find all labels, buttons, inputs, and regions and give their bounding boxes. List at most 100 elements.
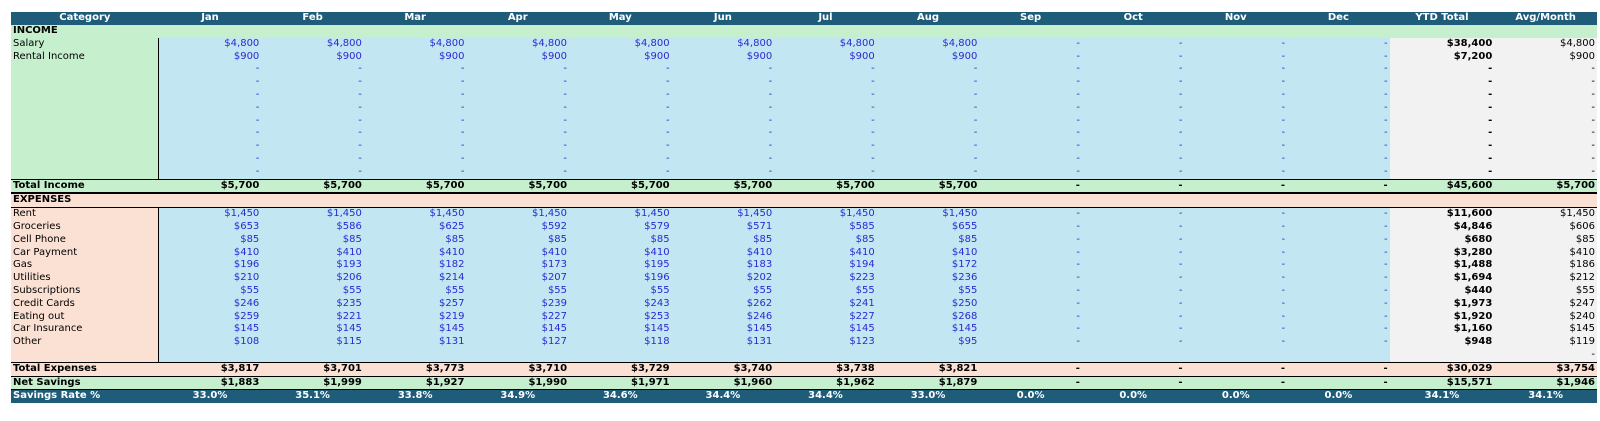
row-label-cell[interactable] (11, 152, 160, 166)
avg-cell[interactable]: - (1494, 101, 1597, 115)
avg-cell[interactable]: $145 (1494, 323, 1597, 337)
row-label-cell[interactable]: Other (11, 336, 160, 349)
column-header[interactable]: Sep (979, 12, 1082, 25)
month-cell[interactable]: - (158, 114, 262, 128)
ytd-cell[interactable]: - (1389, 152, 1495, 166)
month-cell[interactable]: - (774, 63, 877, 77)
month-cell[interactable]: $1,450 (466, 207, 570, 221)
month-cell[interactable]: - (1184, 233, 1288, 247)
month-cell[interactable]: - (1081, 37, 1185, 51)
month-cell[interactable]: 0.0% (1081, 389, 1185, 404)
month-cell[interactable]: - (671, 152, 775, 166)
month-cell[interactable]: - (158, 127, 262, 141)
month-cell[interactable]: $1,450 (261, 207, 364, 221)
avg-cell[interactable]: $119 (1494, 336, 1597, 349)
month-cell[interactable]: $410 (158, 246, 262, 260)
month-cell[interactable]: $202 (671, 272, 775, 285)
month-cell[interactable]: - (979, 50, 1082, 64)
month-cell[interactable]: $253 (569, 310, 672, 324)
month-cell[interactable]: 35.1% (261, 389, 364, 404)
month-cell[interactable]: - (1287, 336, 1390, 349)
avg-cell[interactable]: $85 (1494, 233, 1597, 247)
month-cell[interactable]: - (261, 165, 364, 180)
month-cell[interactable]: $655 (876, 220, 980, 234)
month-cell[interactable]: $900 (363, 50, 467, 64)
month-cell[interactable]: $55 (363, 284, 467, 298)
row-label-cell[interactable]: Car Insurance (11, 323, 160, 337)
month-cell[interactable]: - (466, 165, 570, 180)
row-label-cell[interactable]: Groceries (11, 220, 160, 234)
month-cell[interactable]: - (1081, 375, 1185, 391)
month-cell[interactable]: - (979, 323, 1082, 337)
month-cell[interactable]: - (1081, 50, 1185, 64)
ytd-cell[interactable]: - (1389, 101, 1495, 115)
avg-cell[interactable]: $5,700 (1494, 178, 1597, 195)
avg-cell[interactable]: $606 (1494, 220, 1597, 234)
month-cell[interactable]: $55 (774, 284, 877, 298)
month-cell[interactable]: $4,800 (363, 37, 467, 51)
month-cell[interactable]: - (774, 88, 877, 102)
month-cell[interactable]: - (876, 165, 980, 180)
month-cell[interactable]: - (1184, 336, 1288, 349)
month-cell[interactable] (363, 348, 467, 363)
month-cell[interactable]: - (1287, 50, 1390, 64)
row-label-cell[interactable]: Net Savings (11, 375, 159, 391)
month-cell[interactable]: $4,800 (876, 37, 980, 51)
month-cell[interactable]: $115 (261, 336, 364, 349)
month-cell[interactable]: $55 (671, 284, 775, 298)
row-label-cell[interactable]: Utilities (11, 272, 160, 285)
column-header[interactable]: Avg/Month (1494, 12, 1597, 25)
row-label-cell[interactable]: Credit Cards (11, 297, 160, 311)
row-label-cell[interactable]: Subscriptions (11, 284, 160, 298)
month-cell[interactable]: $900 (158, 50, 262, 64)
ytd-cell[interactable]: $1,920 (1389, 310, 1495, 324)
month-cell[interactable]: $5,700 (158, 178, 262, 195)
month-cell[interactable]: $571 (671, 220, 775, 234)
row-label-cell[interactable]: Car Payment (11, 246, 160, 260)
month-cell[interactable]: - (671, 165, 775, 180)
month-cell[interactable]: - (979, 375, 1082, 391)
month-cell[interactable]: - (1184, 152, 1288, 166)
month-cell[interactable]: $235 (261, 297, 364, 311)
month-cell[interactable]: - (1184, 114, 1288, 128)
month-cell[interactable]: $1,962 (774, 375, 877, 391)
month-cell[interactable]: $196 (569, 272, 672, 285)
month-cell[interactable]: - (1081, 336, 1185, 349)
month-cell[interactable]: - (466, 127, 570, 141)
month-cell[interactable]: $239 (466, 297, 570, 311)
month-cell[interactable]: - (979, 233, 1082, 247)
month-cell[interactable]: - (1081, 284, 1185, 298)
ytd-cell[interactable]: $948 (1389, 336, 1495, 349)
row-label-cell[interactable] (11, 101, 160, 115)
month-cell[interactable]: $4,800 (671, 37, 775, 51)
month-cell[interactable]: $259 (158, 310, 262, 324)
month-cell[interactable]: - (876, 63, 980, 77)
row-label-cell[interactable] (11, 63, 160, 77)
month-cell[interactable]: $210 (158, 272, 262, 285)
column-header[interactable]: Jul (774, 12, 877, 25)
month-cell[interactable]: $1,450 (774, 207, 877, 221)
month-cell[interactable]: - (1287, 220, 1390, 234)
month-cell[interactable]: $1,450 (158, 207, 262, 221)
avg-cell[interactable]: - (1494, 165, 1597, 180)
ytd-cell[interactable]: $45,600 (1389, 178, 1495, 195)
month-cell[interactable]: $243 (569, 297, 672, 311)
month-cell[interactable]: - (363, 101, 467, 115)
month-cell[interactable]: - (569, 88, 672, 102)
month-cell[interactable]: $241 (774, 297, 877, 311)
month-cell[interactable]: - (979, 127, 1082, 141)
month-cell[interactable]: $5,700 (876, 178, 980, 195)
month-cell[interactable]: $257 (363, 297, 467, 311)
month-cell[interactable]: - (1184, 361, 1288, 377)
row-label-cell[interactable] (11, 140, 160, 153)
avg-cell[interactable]: 34.1% (1494, 389, 1597, 404)
month-cell[interactable]: - (1287, 88, 1390, 102)
row-label-cell[interactable]: Eating out (11, 310, 160, 324)
month-cell[interactable]: - (1184, 127, 1288, 141)
avg-cell[interactable]: $4,800 (1494, 37, 1597, 51)
month-cell[interactable]: - (979, 284, 1082, 298)
month-cell[interactable]: - (1081, 127, 1185, 141)
month-cell[interactable]: - (1287, 165, 1390, 180)
month-cell[interactable]: $246 (671, 310, 775, 324)
month-cell[interactable]: - (774, 114, 877, 128)
